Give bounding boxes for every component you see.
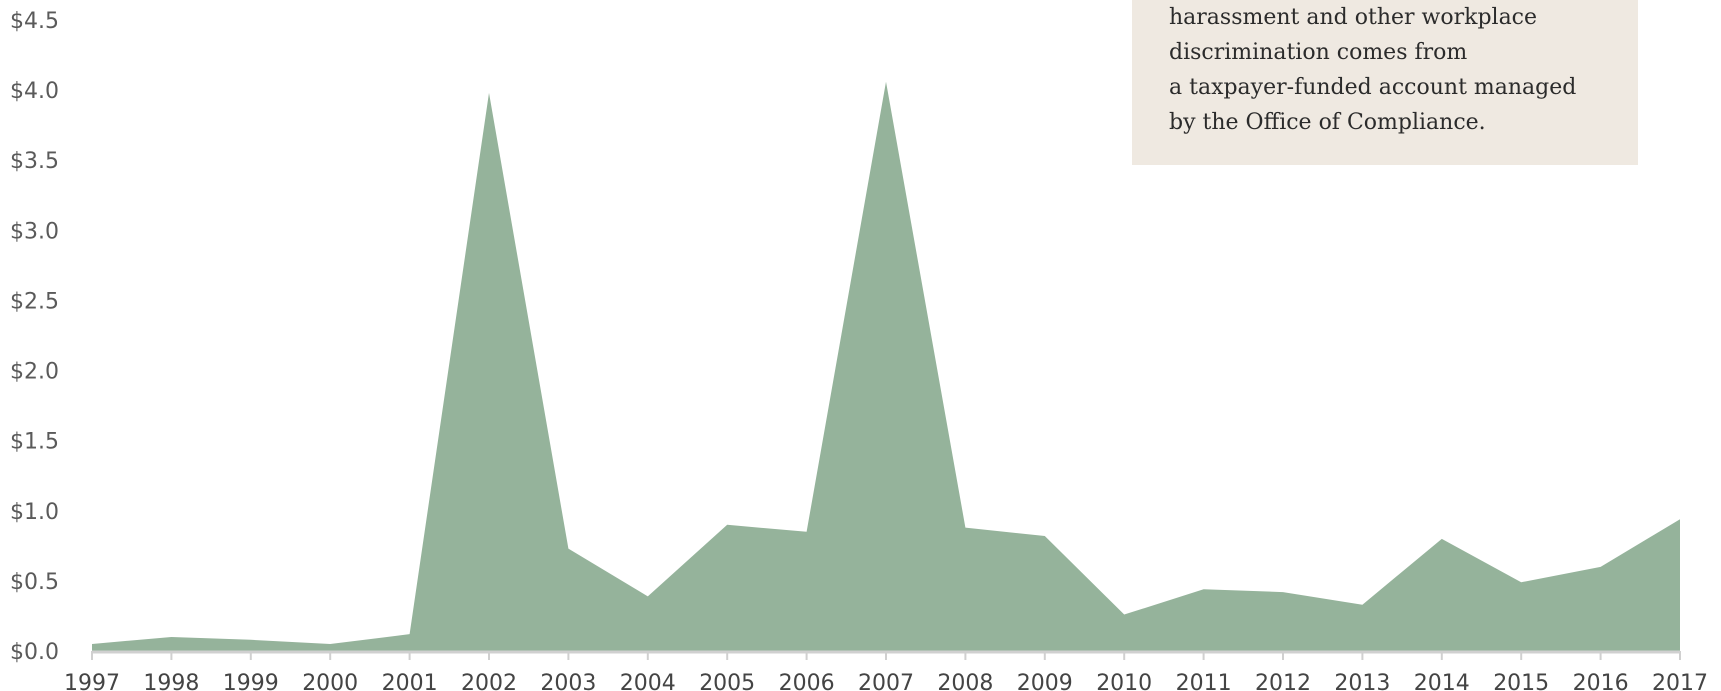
x-tick-label: 2002 [461,671,517,691]
x-tick-label: 1999 [223,671,279,691]
x-tick-label: 2007 [858,671,914,691]
y-tick-label: $3.0 [10,219,59,244]
y-tick-label: $3.5 [10,149,59,174]
y-tick-label: $4.0 [10,79,59,104]
y-axis-tick-labels: $0.0 $0.5 $1.0 $1.5 $2.0 $2.5 $3.0 $3.5 $4.0 $4.5 [10,9,59,665]
x-axis-ticks: 1997 1998 1999 2000 2001 2002 2003 2004 2005 2006… [64,651,1708,691]
annotation-line: a taxpayer-funded account managed [1169,75,1577,100]
x-tick-label: 1998 [143,671,199,691]
x-tick-label: 2009 [1017,671,1073,691]
area-series [92,81,1680,652]
annotation-box: harassment and other workplace discrimin… [1132,0,1638,165]
x-tick-label: 2012 [1255,671,1311,691]
x-tick-label: 2011 [1176,671,1232,691]
x-tick-label: 2008 [937,671,993,691]
y-tick-label: $0.5 [10,570,59,595]
y-tick-label: $1.0 [10,500,59,525]
x-tick-label: 2015 [1493,671,1549,691]
x-tick-label: 2001 [382,671,438,691]
x-tick-label: 2000 [302,671,358,691]
annotation-line: discrimination comes from [1169,40,1468,65]
x-tick-label: 2013 [1334,671,1390,691]
x-tick-label: 2014 [1414,671,1470,691]
x-tick-label: 1997 [64,671,120,691]
annotation-line: by the Office of Compliance. [1169,110,1486,135]
x-tick-label: 2006 [779,671,835,691]
x-tick-label: 2017 [1652,671,1708,691]
annotation-line: harassment and other workplace [1169,5,1538,30]
y-tick-label: $2.0 [10,360,59,385]
y-tick-label: $2.5 [10,289,59,314]
x-tick-label: 2005 [699,671,755,691]
x-tick-label: 2016 [1573,671,1629,691]
y-tick-label: $1.5 [10,430,59,455]
x-tick-label: 2004 [620,671,676,691]
y-tick-label: $4.5 [10,9,59,34]
x-tick-label: 2010 [1096,671,1152,691]
y-tick-label: $0.0 [10,640,59,665]
x-tick-label: 2003 [540,671,596,691]
